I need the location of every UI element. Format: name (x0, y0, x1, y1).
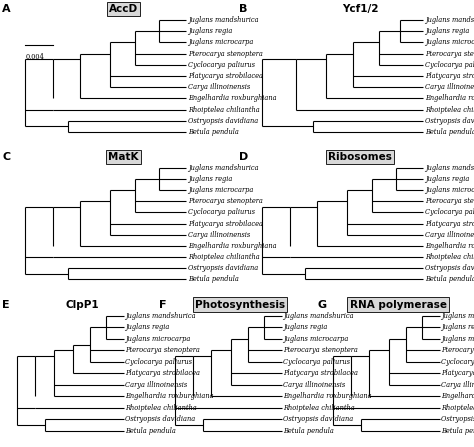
Text: Betula pendula: Betula pendula (441, 427, 474, 435)
Text: Engelhardia roxburghiana: Engelhardia roxburghiana (125, 392, 214, 401)
Text: Photosynthesis: Photosynthesis (195, 299, 285, 309)
Text: Cyclocarya paliurus: Cyclocarya paliurus (441, 358, 474, 366)
Text: Platycarya strobilacea: Platycarya strobilacea (125, 369, 200, 377)
Text: E: E (1, 299, 9, 309)
Text: Pterocarya stenoptera: Pterocarya stenoptera (425, 197, 474, 205)
Text: Platycarya strobilacea: Platycarya strobilacea (425, 72, 474, 80)
Text: Carya illinoinensis: Carya illinoinensis (425, 83, 474, 91)
Text: C: C (2, 152, 10, 162)
Text: Carya illinoinensis: Carya illinoinensis (441, 381, 474, 389)
Text: Cyclocarya paliurus: Cyclocarya paliurus (188, 61, 255, 69)
Text: Ostryopsis davidiana: Ostryopsis davidiana (425, 264, 474, 272)
Text: Ribosomes: Ribosomes (328, 152, 392, 162)
Text: Engelhardia roxburghiana: Engelhardia roxburghiana (283, 392, 372, 401)
Text: Cyclocarya paliurus: Cyclocarya paliurus (425, 61, 474, 69)
Text: Carya illinoinensis: Carya illinoinensis (425, 231, 474, 239)
Text: Ostryopsis davidiana: Ostryopsis davidiana (441, 415, 474, 423)
Text: MatK: MatK (108, 152, 138, 162)
Text: Ostryopsis davidiana: Ostryopsis davidiana (125, 415, 195, 423)
Text: Cyclocarya paliurus: Cyclocarya paliurus (125, 358, 192, 366)
Text: Betula pendula: Betula pendula (188, 128, 239, 136)
Text: Juglans microcarpa: Juglans microcarpa (283, 335, 348, 343)
Text: Betula pendula: Betula pendula (125, 427, 176, 435)
Text: Pterocarya stenoptera: Pterocarya stenoptera (425, 50, 474, 58)
Text: Juglans regia: Juglans regia (283, 323, 328, 331)
Text: F: F (159, 299, 167, 309)
Text: Engelhardia roxburghiana: Engelhardia roxburghiana (425, 94, 474, 102)
Text: Juglans regia: Juglans regia (441, 323, 474, 331)
Text: Juglans mandshurica: Juglans mandshurica (425, 164, 474, 172)
Text: Pterocarya stenoptera: Pterocarya stenoptera (283, 346, 358, 354)
Text: Juglans microcarpa: Juglans microcarpa (425, 38, 474, 46)
Text: Engelhardia roxburghiana: Engelhardia roxburghiana (188, 242, 276, 250)
Text: Juglans regia: Juglans regia (188, 175, 232, 183)
Text: Pterocarya stenoptera: Pterocarya stenoptera (125, 346, 200, 354)
Text: Rhoiptelea chiliantha: Rhoiptelea chiliantha (188, 105, 260, 114)
Text: Platycarya strobilacea: Platycarya strobilacea (188, 72, 263, 80)
Text: G: G (317, 299, 327, 309)
Text: Rhoiptelea chiliantha: Rhoiptelea chiliantha (125, 404, 197, 412)
Text: Juglans microcarpa: Juglans microcarpa (125, 335, 191, 343)
Text: Carya illinoinensis: Carya illinoinensis (283, 381, 345, 389)
Text: Carya illinoinensis: Carya illinoinensis (188, 83, 250, 91)
Text: Pterocarya stenoptera: Pterocarya stenoptera (441, 346, 474, 354)
Text: Juglans mandshurica: Juglans mandshurica (441, 312, 474, 320)
Text: Juglans mandshurica: Juglans mandshurica (188, 164, 258, 172)
Text: Ostryopsis davidiana: Ostryopsis davidiana (283, 415, 353, 423)
Text: Rhoiptelea chiliantha: Rhoiptelea chiliantha (188, 253, 260, 261)
Text: Ostryopsis davidiana: Ostryopsis davidiana (425, 117, 474, 125)
Text: RNA polymerase: RNA polymerase (349, 299, 447, 309)
Text: Betula pendula: Betula pendula (188, 275, 239, 283)
Text: Rhoiptelea chiliantha: Rhoiptelea chiliantha (441, 404, 474, 412)
Text: Juglans microcarpa: Juglans microcarpa (441, 335, 474, 343)
Text: Juglans microcarpa: Juglans microcarpa (188, 186, 253, 194)
Text: Pterocarya stenoptera: Pterocarya stenoptera (188, 197, 263, 205)
Text: 0.004: 0.004 (26, 53, 44, 60)
Text: Betula pendula: Betula pendula (425, 128, 474, 136)
Text: Juglans regia: Juglans regia (425, 27, 469, 35)
Text: Juglans regia: Juglans regia (188, 27, 232, 35)
Text: Juglans mandshurica: Juglans mandshurica (283, 312, 354, 320)
Text: Carya illinoinensis: Carya illinoinensis (188, 231, 250, 239)
Text: Juglans microcarpa: Juglans microcarpa (188, 38, 253, 46)
Text: Pterocarya stenoptera: Pterocarya stenoptera (188, 50, 263, 58)
Text: Rhoiptelea chiliantha: Rhoiptelea chiliantha (425, 253, 474, 261)
Text: Platycarya strobilacea: Platycarya strobilacea (188, 219, 263, 228)
Text: Juglans regia: Juglans regia (425, 175, 469, 183)
Text: Ostryopsis davidiana: Ostryopsis davidiana (188, 117, 258, 125)
Text: D: D (239, 152, 249, 162)
Text: Ycf1/2: Ycf1/2 (342, 4, 379, 14)
Text: Ostryopsis davidiana: Ostryopsis davidiana (188, 264, 258, 272)
Text: Platycarya strobilacea: Platycarya strobilacea (441, 369, 474, 377)
Text: Rhoiptelea chiliantha: Rhoiptelea chiliantha (283, 404, 355, 412)
Text: Cyclocarya paliurus: Cyclocarya paliurus (425, 208, 474, 216)
Text: ClpP1: ClpP1 (65, 299, 99, 309)
Text: Carya illinoinensis: Carya illinoinensis (125, 381, 187, 389)
Text: Juglans microcarpa: Juglans microcarpa (425, 186, 474, 194)
Text: Cyclocarya paliurus: Cyclocarya paliurus (188, 208, 255, 216)
Text: Betula pendula: Betula pendula (283, 427, 334, 435)
Text: Rhoiptelea chiliantha: Rhoiptelea chiliantha (425, 105, 474, 114)
Text: Engelhardia roxburghiana: Engelhardia roxburghiana (441, 392, 474, 401)
Text: Engelhardia roxburghiana: Engelhardia roxburghiana (188, 94, 276, 102)
Text: Juglans mandshurica: Juglans mandshurica (188, 16, 258, 24)
Text: B: B (239, 4, 248, 14)
Text: Cyclocarya paliurus: Cyclocarya paliurus (283, 358, 350, 366)
Text: Engelhardia roxburghiana: Engelhardia roxburghiana (425, 242, 474, 250)
Text: Platycarya strobilacea: Platycarya strobilacea (283, 369, 358, 377)
Text: Juglans regia: Juglans regia (125, 323, 170, 331)
Text: Juglans mandshurica: Juglans mandshurica (125, 312, 196, 320)
Text: Juglans mandshurica: Juglans mandshurica (425, 16, 474, 24)
Text: Betula pendula: Betula pendula (425, 275, 474, 283)
Text: AccD: AccD (109, 4, 138, 14)
Text: A: A (2, 4, 11, 14)
Text: Platycarya strobilacea: Platycarya strobilacea (425, 219, 474, 228)
